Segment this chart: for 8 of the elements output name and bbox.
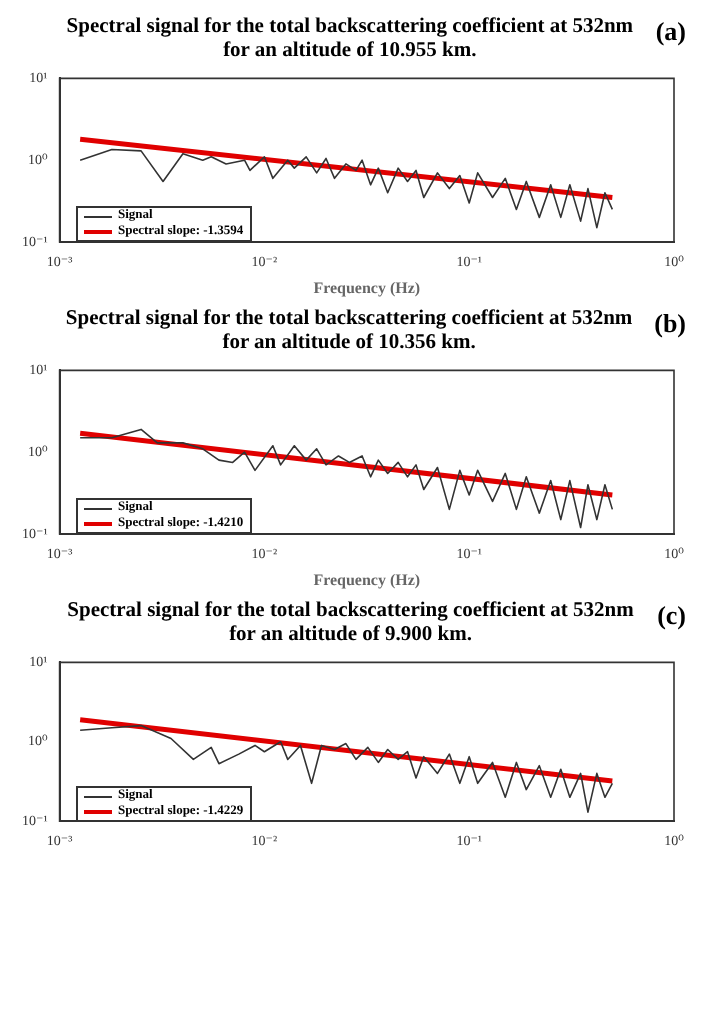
x-axis-title: Frequency (Hz) [313,570,421,589]
text: (a) [655,16,688,48]
chart-title: Spectral signal for the total backscattering coefficient at 532nm for an altitude of 10.955 km. [64,16,636,64]
text: (c) [657,600,688,632]
text: (b) [654,308,688,340]
x-axis-title: Frequency (Hz) [313,278,421,297]
chart-title: Spectral signal for the total backscattering coefficient at 532nm for an altitude of 10.356 km. [63,308,635,356]
chart-title: Spectral signal for the total backscattering coefficient at 532nm for an altitude of 9.900 km. [65,600,636,648]
